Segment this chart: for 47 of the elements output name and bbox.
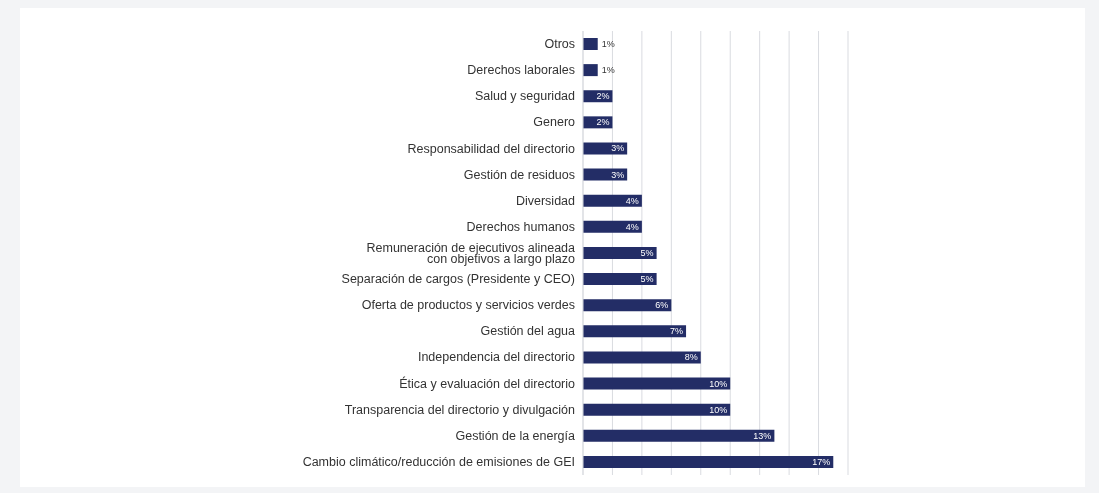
y-tick-label: Cambio climático/reducción de emisiones de GEI bbox=[302, 454, 575, 469]
bar bbox=[583, 351, 701, 364]
bar bbox=[583, 246, 657, 259]
bar bbox=[583, 194, 642, 207]
y-tick-label: Derechos humanos bbox=[466, 219, 575, 234]
y-tick-label: Salud y seguridad bbox=[474, 89, 576, 104]
y-tick-label: Independencia del directorio bbox=[417, 350, 576, 365]
bar bbox=[583, 273, 657, 286]
y-tick-label: Genero bbox=[533, 115, 576, 130]
data-label: 2% bbox=[596, 91, 610, 102]
bar bbox=[583, 325, 687, 338]
data-label: 1% bbox=[601, 39, 615, 49]
y-tick-label: Otros bbox=[544, 37, 575, 52]
data-label: 17% bbox=[812, 456, 831, 467]
data-label: 2% bbox=[596, 117, 610, 128]
y-tick-label: Gestión de la energía bbox=[455, 428, 576, 443]
y-tick-label: Diversidad bbox=[515, 193, 576, 208]
bar bbox=[583, 64, 598, 77]
bar bbox=[583, 377, 731, 390]
data-label: 8% bbox=[684, 352, 698, 363]
y-tick-label: Responsabilidad del directorio bbox=[407, 141, 576, 156]
bar bbox=[583, 38, 598, 50]
data-label: 4% bbox=[625, 221, 639, 232]
data-label: 5% bbox=[640, 274, 654, 285]
data-label: 13% bbox=[753, 430, 772, 441]
data-label: 10% bbox=[709, 404, 728, 415]
y-tick-label: Gestión del agua bbox=[480, 324, 576, 339]
data-label: 7% bbox=[670, 326, 684, 337]
y-tick-label: Transparencia del directorio y divulgación bbox=[344, 402, 576, 417]
bar bbox=[583, 299, 672, 312]
data-label: 6% bbox=[655, 300, 669, 311]
bar bbox=[583, 455, 834, 468]
bar bbox=[583, 403, 731, 416]
y-tick-label: Remuneración de ejecutivos alineada con objetivos a largo plazo bbox=[366, 240, 576, 266]
data-label: 1% bbox=[601, 65, 615, 76]
data-label: 4% bbox=[625, 195, 639, 206]
data-label: 5% bbox=[640, 247, 654, 258]
bar bbox=[583, 220, 642, 233]
y-tick-label: Separación de cargos (Presidente y CEO) bbox=[341, 272, 575, 287]
data-label: 3% bbox=[611, 143, 625, 154]
y-tick-label: Ética y evaluación del directorio bbox=[399, 375, 576, 391]
y-tick-label: Oferta de productos y servicios verdes bbox=[361, 298, 575, 313]
y-tick-label: Gestión de residuos bbox=[463, 167, 575, 182]
bar bbox=[583, 429, 775, 442]
y-tick-label: Derechos laborales bbox=[467, 63, 575, 78]
data-label: 10% bbox=[709, 378, 728, 389]
data-label: 3% bbox=[611, 169, 625, 180]
